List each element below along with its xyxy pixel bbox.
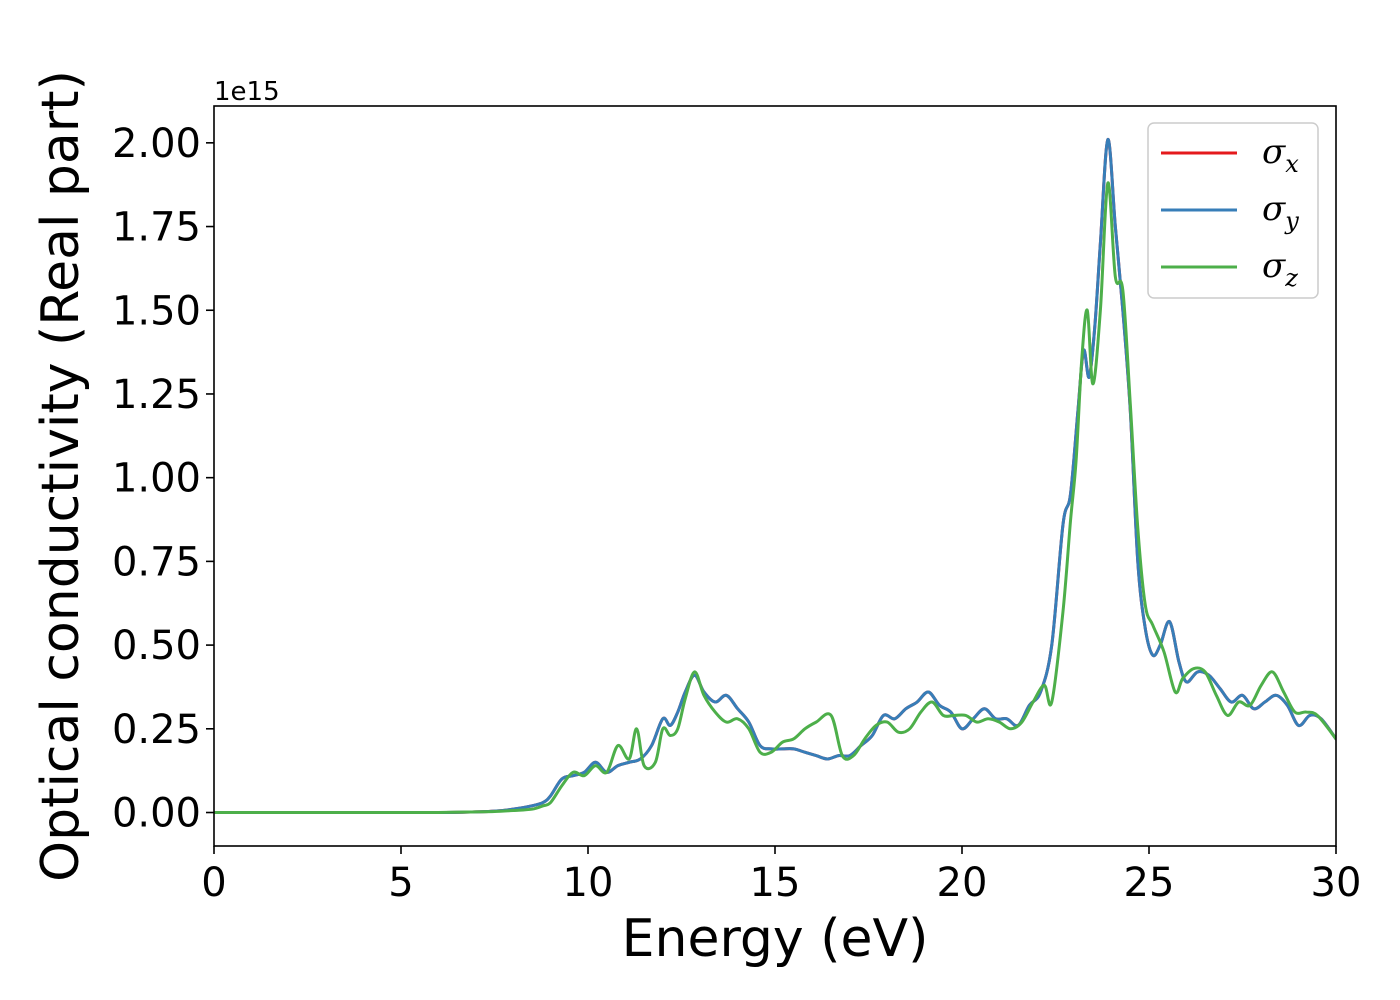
y-tick-label: 1.25 bbox=[112, 372, 201, 418]
legend-label-y: σy bbox=[1262, 189, 1299, 235]
legend: σx σy σz bbox=[1147, 122, 1319, 299]
x-tick-label: 15 bbox=[750, 860, 801, 906]
y-offset-label: 1e15 bbox=[214, 77, 280, 107]
x-tick-label: 0 bbox=[201, 860, 226, 906]
y-tick-label: 1.00 bbox=[112, 456, 201, 502]
series-line-y bbox=[214, 137, 1336, 815]
y-tick-label: 0.75 bbox=[112, 539, 201, 585]
x-tick-label: 10 bbox=[563, 860, 614, 906]
y-tick-label: 1.50 bbox=[112, 288, 201, 334]
x-axis-title: Energy (eV) bbox=[622, 909, 929, 969]
y-tick-label: 0.00 bbox=[112, 791, 201, 837]
y-axis: 0.00 0.25 0.50 0.75 1.00 1.25 1.50 1.75 2.00 bbox=[112, 121, 214, 837]
series-line-z bbox=[214, 181, 1336, 815]
y-tick-label: 1.75 bbox=[112, 205, 201, 251]
y-axis-title: Optical conductivity (Real part) bbox=[31, 70, 91, 882]
x-tick-label: 5 bbox=[388, 860, 413, 906]
y-tick-label: 0.50 bbox=[112, 623, 201, 669]
y-tick-label: 0.25 bbox=[112, 707, 201, 753]
y-tick-label: 2.00 bbox=[112, 121, 201, 167]
x-tick-label: 25 bbox=[1124, 860, 1175, 906]
x-axis: 0 5 10 15 20 25 30 bbox=[201, 846, 1361, 906]
legend-label-x: σx bbox=[1262, 132, 1299, 178]
legend-label-z: σz bbox=[1262, 246, 1298, 292]
x-tick-label: 20 bbox=[937, 860, 988, 906]
x-tick-label: 30 bbox=[1311, 860, 1362, 906]
series-layer bbox=[214, 137, 1336, 815]
